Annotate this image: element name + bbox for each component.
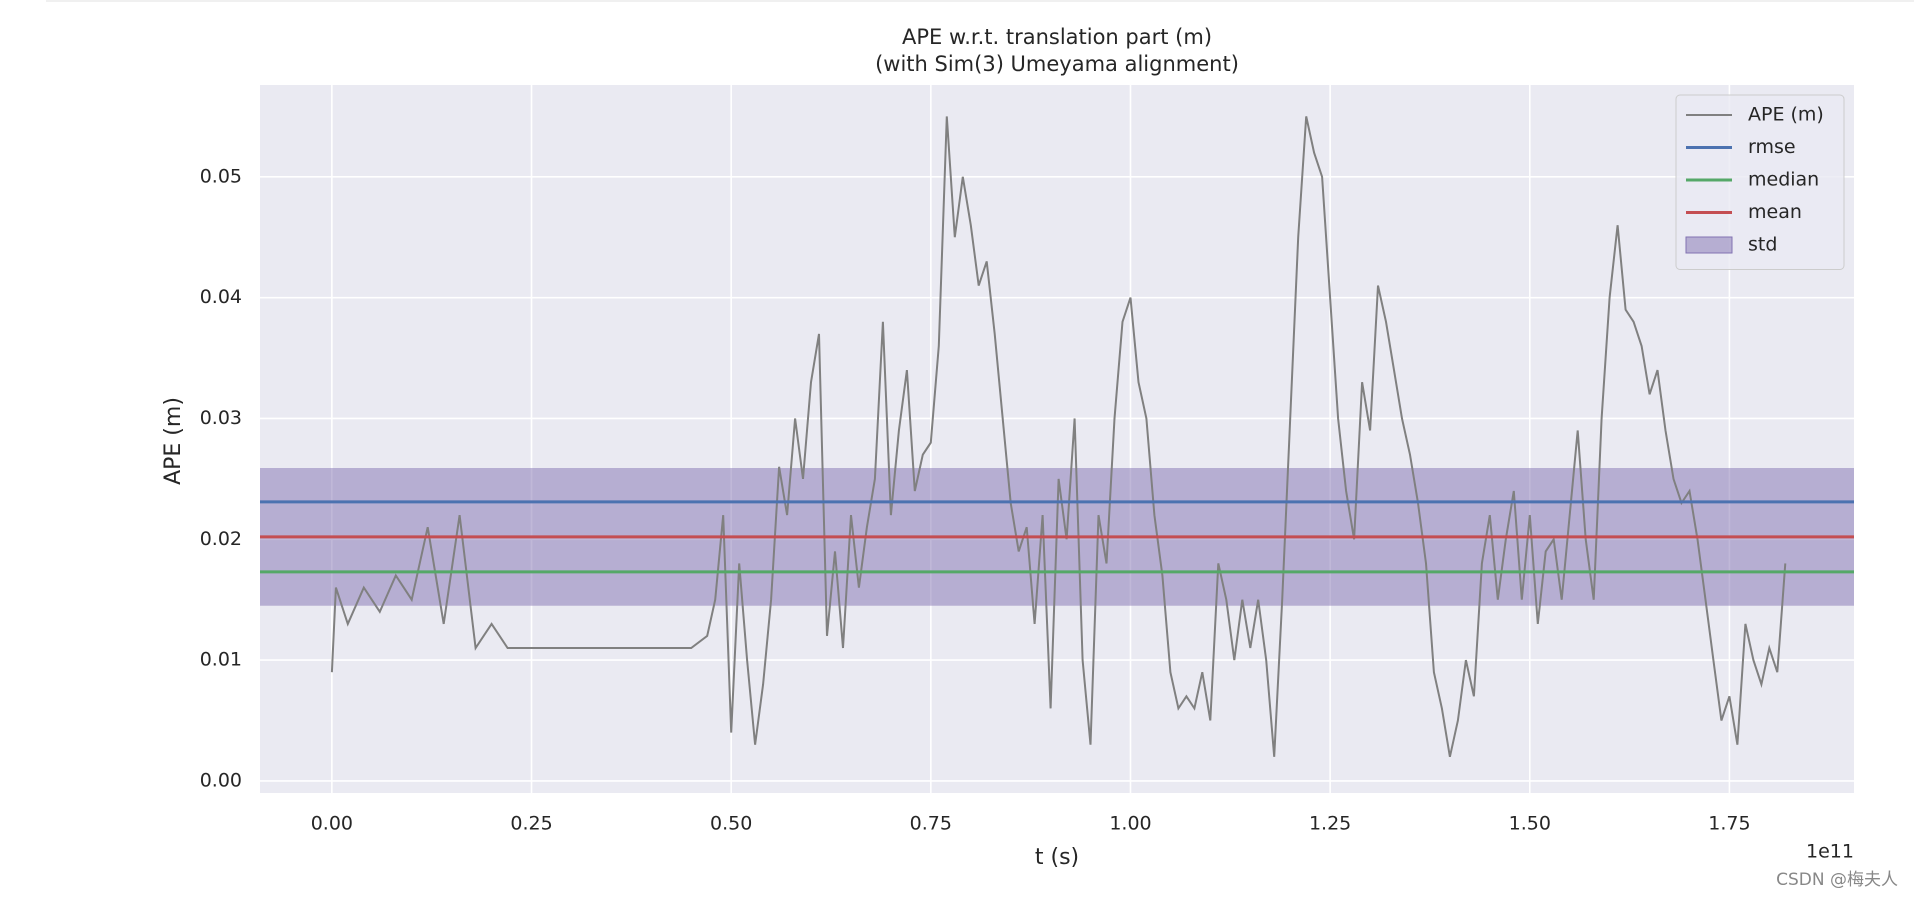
y-axis-label: APE (m) — [161, 397, 186, 485]
x-tick-label: 0.00 — [311, 813, 353, 835]
legend-box — [1675, 94, 1845, 270]
chart-title: APE w.r.t. translation part (m) — [902, 25, 1212, 49]
x-tick-label: 1.75 — [1708, 813, 1750, 835]
legend-label: rmse — [1748, 136, 1796, 158]
legend-label: median — [1748, 169, 1819, 191]
y-tick-label: 0.03 — [200, 407, 242, 429]
watermark: CSDN @梅夫人 — [1776, 870, 1898, 890]
y-tick-label: 0.05 — [200, 165, 242, 187]
x-tick-label: 1.25 — [1309, 813, 1351, 835]
y-tick-label: 0.02 — [200, 528, 242, 550]
ape-line — [330, 116, 1787, 758]
legend-label: mean — [1748, 201, 1802, 223]
x-axis-label: t (s) — [1035, 845, 1079, 870]
y-tick-label: 0.04 — [200, 286, 242, 308]
x-tick-label: 0.25 — [510, 813, 552, 835]
x-tick-label: 1.00 — [1109, 813, 1151, 835]
x-offset-label: 1e11 — [1806, 841, 1854, 863]
y-tick-label: 0.00 — [200, 769, 242, 791]
x-tick-label: 0.75 — [910, 813, 952, 835]
legend-label: std — [1748, 234, 1777, 256]
y-tick-label: 0.01 — [200, 649, 242, 671]
x-tick-label: 1.50 — [1509, 813, 1551, 835]
plot-background — [260, 85, 1854, 793]
legend-label: APE (m) — [1748, 104, 1824, 126]
chart-subtitle: (with Sim(3) Umeyama alignment) — [875, 52, 1239, 76]
x-tick-label: 0.50 — [710, 813, 752, 835]
legend-swatch — [1685, 236, 1733, 254]
